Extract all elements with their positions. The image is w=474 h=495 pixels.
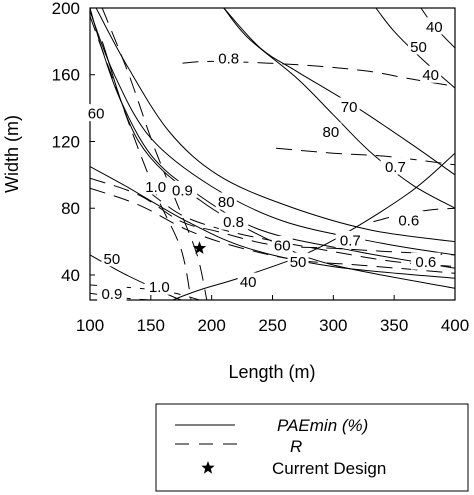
contour-label-bg xyxy=(144,277,175,295)
contour-label-bg xyxy=(140,177,171,195)
contour-label-0-7: 0.7 xyxy=(385,159,406,176)
x-tick-label: 400 xyxy=(441,316,469,335)
contour-label-60: 60 xyxy=(88,106,105,123)
contour-label-bg xyxy=(271,235,293,253)
pae-contour-70 xyxy=(90,11,455,256)
x-axis-title: Length (m) xyxy=(228,362,315,382)
r-contour-1-0 xyxy=(90,284,200,300)
contour-label-50: 50 xyxy=(410,39,427,56)
legend-box xyxy=(155,403,469,492)
contour-label-1-0: 1.0 xyxy=(145,179,166,196)
r-contour-0-9 xyxy=(101,8,208,300)
contour-label-80: 80 xyxy=(218,194,235,211)
r-contour-0-6 xyxy=(373,207,455,223)
contour-label-bg xyxy=(101,249,123,267)
contour-label-bg xyxy=(320,122,342,140)
x-tick-label: 100 xyxy=(76,316,104,335)
y-tick-label: 160 xyxy=(52,66,80,85)
x-tick-label: 350 xyxy=(380,316,408,335)
contour-label-40: 40 xyxy=(422,67,439,84)
pae-contour-60 xyxy=(90,166,455,279)
r-contour-0-7 xyxy=(276,147,455,166)
current-design-star-icon xyxy=(192,241,207,254)
y-tick-label: 40 xyxy=(61,266,80,285)
contour-lines xyxy=(90,8,455,300)
r-contour-0-7 xyxy=(90,177,455,256)
legend-star-icon xyxy=(201,461,215,474)
legend-label-current-design: Current Design xyxy=(272,459,386,478)
contour-label-80: 80 xyxy=(323,124,340,141)
contour-label-bg xyxy=(420,65,442,83)
y-axis: 40 80 120 160 200 xyxy=(52,0,95,285)
contour-label-0-8: 0.8 xyxy=(223,214,244,231)
contour-label-bg xyxy=(167,180,198,198)
x-tick-label: 150 xyxy=(137,316,165,335)
contour-label-50: 50 xyxy=(104,251,121,268)
pae-contour-90 xyxy=(223,8,455,176)
contour-label-0-9: 0.9 xyxy=(172,182,193,199)
contour-label-bg xyxy=(215,192,237,210)
contour-label-bg xyxy=(408,37,429,55)
contour-label-bg xyxy=(237,272,259,290)
pae-contour-80 xyxy=(223,8,455,209)
contour-label-0-6: 0.6 xyxy=(398,212,419,229)
contour-label-0-7: 0.7 xyxy=(340,232,361,249)
legend-label-r: R xyxy=(290,437,302,456)
contour-label-0-8: 0.8 xyxy=(218,51,239,68)
r-contour-0-8 xyxy=(148,191,455,268)
y-tick-label: 200 xyxy=(52,0,80,18)
x-tick-label: 200 xyxy=(197,316,225,335)
contour-label-bg xyxy=(380,157,411,175)
contour-label-60: 60 xyxy=(274,237,291,254)
contour-label-bg xyxy=(85,104,107,122)
x-tick-label: 250 xyxy=(258,316,286,335)
y-axis-title: Width (m) xyxy=(2,115,22,193)
contour-label-bg xyxy=(213,49,244,67)
plot-area-frame xyxy=(89,7,456,301)
contour-label-bg xyxy=(411,252,441,270)
markers xyxy=(192,241,207,254)
pae-contour-80 xyxy=(95,8,455,243)
contour-label-1-0: 1.0 xyxy=(149,279,170,296)
contour-label-70: 70 xyxy=(341,99,358,116)
y-tick-label: 80 xyxy=(61,199,80,218)
contour-label-0-9: 0.9 xyxy=(101,286,122,303)
contour-label-0-6: 0.6 xyxy=(415,254,436,271)
contour-label-bg xyxy=(394,210,424,228)
contour-label-bg xyxy=(218,212,249,230)
contour-label-50: 50 xyxy=(290,254,307,271)
contour-label-bg xyxy=(97,284,127,302)
r-contour-0-6 xyxy=(90,187,455,274)
legend: PAEmin (%) R Current Design xyxy=(155,403,469,492)
x-tick-label: 300 xyxy=(319,316,347,335)
r-contour-0-8 xyxy=(182,60,455,87)
y-tick-label: 120 xyxy=(52,132,80,151)
r-contour-1-0 xyxy=(90,16,192,300)
contour-label-bg xyxy=(335,230,366,248)
contour-label-bg xyxy=(423,17,445,35)
legend-label-pae: PAEmin (%) xyxy=(277,416,368,435)
contour-label-40: 40 xyxy=(426,19,443,36)
contour-label-bg xyxy=(287,252,309,270)
x-axis: 100 150 200 250 300 350 400 xyxy=(76,295,469,335)
contour-label-bg xyxy=(338,97,360,115)
contour-label-40: 40 xyxy=(240,274,257,291)
